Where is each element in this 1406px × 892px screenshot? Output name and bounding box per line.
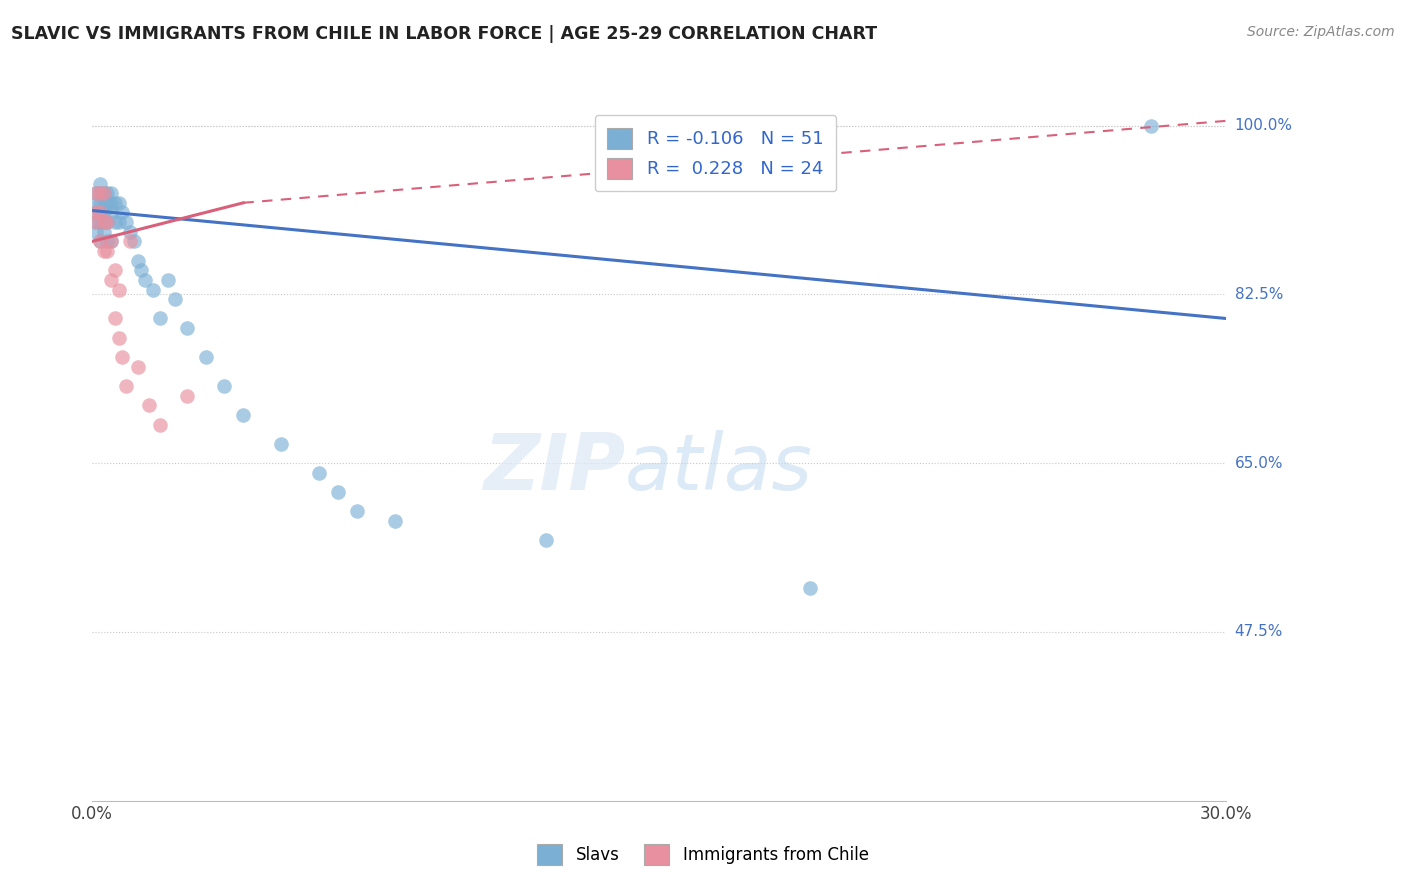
Legend: R = -0.106   N = 51, R =  0.228   N = 24: R = -0.106 N = 51, R = 0.228 N = 24	[595, 115, 837, 192]
Point	[534, 533, 557, 548]
Point	[89, 186, 111, 201]
Legend: Slavs, Immigrants from Chile: Slavs, Immigrants from Chile	[529, 836, 877, 873]
Point	[96, 186, 118, 201]
Point	[93, 195, 115, 210]
Point	[111, 205, 134, 219]
Text: atlas: atlas	[626, 430, 813, 506]
Point	[96, 235, 118, 249]
Point	[165, 292, 187, 306]
Point	[127, 253, 149, 268]
Point	[270, 437, 292, 451]
Point	[93, 186, 115, 201]
Point	[384, 514, 406, 528]
Point	[104, 311, 127, 326]
Point	[111, 350, 134, 364]
Point	[89, 186, 111, 201]
Point	[89, 215, 111, 229]
Point	[308, 466, 330, 480]
Point	[93, 205, 115, 219]
Point	[89, 205, 111, 219]
Point	[96, 244, 118, 258]
Point	[118, 225, 141, 239]
Point	[84, 215, 107, 229]
Point	[93, 244, 115, 258]
Point	[131, 263, 153, 277]
Point	[107, 215, 129, 229]
Text: 82.5%: 82.5%	[1234, 287, 1282, 301]
Point	[96, 215, 118, 229]
Point	[122, 235, 145, 249]
Point	[96, 215, 118, 229]
Point	[176, 321, 198, 335]
Point	[127, 359, 149, 374]
Point	[84, 205, 107, 219]
Point	[346, 504, 368, 518]
Point	[93, 225, 115, 239]
Point	[100, 205, 122, 219]
Point	[84, 186, 107, 201]
Point	[115, 379, 138, 393]
Text: SLAVIC VS IMMIGRANTS FROM CHILE IN LABOR FORCE | AGE 25-29 CORRELATION CHART: SLAVIC VS IMMIGRANTS FROM CHILE IN LABOR…	[11, 25, 877, 43]
Point	[100, 235, 122, 249]
Point	[100, 273, 122, 287]
Point	[84, 195, 107, 210]
Point	[89, 177, 111, 191]
Point	[799, 582, 821, 596]
Point	[93, 186, 115, 201]
Text: 47.5%: 47.5%	[1234, 624, 1282, 640]
Point	[84, 186, 107, 201]
Point	[104, 263, 127, 277]
Point	[107, 283, 129, 297]
Point	[138, 398, 160, 412]
Point	[149, 417, 172, 432]
Point	[96, 195, 118, 210]
Point	[104, 195, 127, 210]
Point	[194, 350, 217, 364]
Text: 100.0%: 100.0%	[1234, 118, 1292, 133]
Point	[142, 283, 165, 297]
Point	[134, 273, 156, 287]
Point	[93, 215, 115, 229]
Text: Source: ZipAtlas.com: Source: ZipAtlas.com	[1247, 25, 1395, 39]
Point	[100, 235, 122, 249]
Point	[93, 215, 115, 229]
Point	[100, 186, 122, 201]
Point	[118, 235, 141, 249]
Point	[89, 205, 111, 219]
Point	[104, 215, 127, 229]
Text: 65.0%: 65.0%	[1234, 456, 1284, 471]
Point	[214, 379, 236, 393]
Point	[100, 195, 122, 210]
Point	[326, 485, 349, 500]
Point	[89, 235, 111, 249]
Point	[84, 205, 107, 219]
Point	[107, 331, 129, 345]
Point	[84, 215, 107, 229]
Point	[232, 408, 254, 422]
Point	[107, 195, 129, 210]
Point	[156, 273, 179, 287]
Text: ZIP: ZIP	[482, 430, 626, 506]
Point	[89, 195, 111, 210]
Point	[176, 389, 198, 403]
Point	[115, 215, 138, 229]
Point	[84, 225, 107, 239]
Point	[89, 235, 111, 249]
Point	[149, 311, 172, 326]
Point	[1139, 119, 1161, 133]
